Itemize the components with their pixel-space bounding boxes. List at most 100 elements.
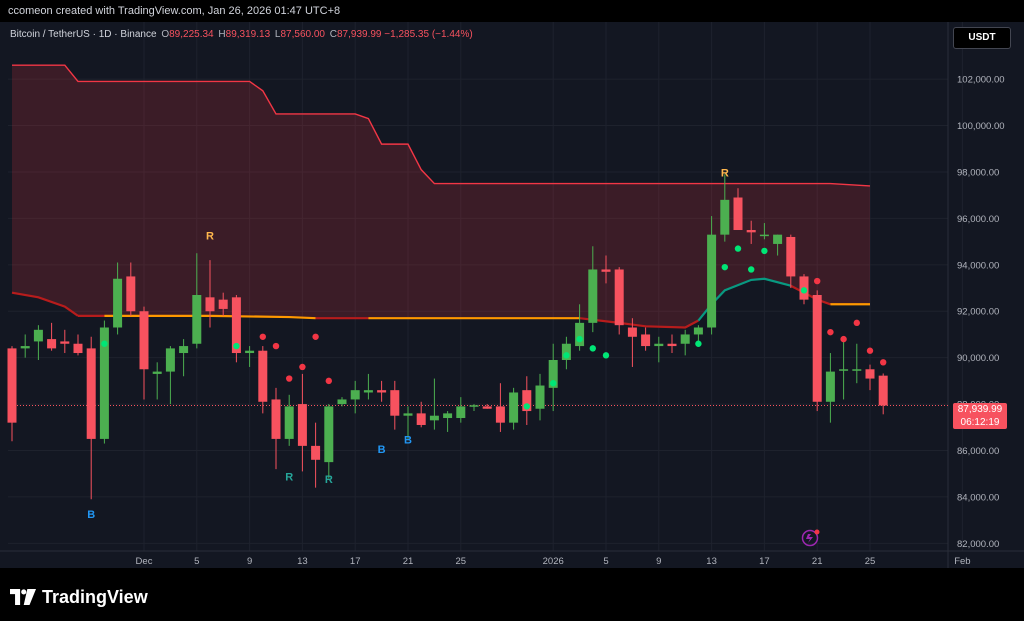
candle-body <box>561 343 571 360</box>
candle <box>495 383 505 432</box>
candle <box>113 262 123 335</box>
candle-body <box>733 197 743 231</box>
x-tick-label: 21 <box>812 556 823 567</box>
y-tick-label: 92,000.00 <box>957 307 999 318</box>
candle <box>337 397 347 407</box>
signal-dot <box>695 340 702 347</box>
signal-dot <box>853 319 860 327</box>
candle-body <box>641 334 651 347</box>
candle <box>469 404 479 412</box>
candle <box>126 262 136 316</box>
signal-dot <box>259 333 266 340</box>
signal-dot <box>272 342 280 350</box>
resistance-band <box>12 65 870 328</box>
price-axis-background <box>948 22 1024 568</box>
candle <box>627 318 637 367</box>
signal-dot <box>312 333 319 340</box>
candle-body <box>416 413 426 425</box>
candle <box>297 373 307 472</box>
candle-body <box>179 346 189 354</box>
candle-body <box>852 369 862 371</box>
candle-body <box>667 343 677 347</box>
currency-button[interactable]: USDT <box>953 27 1011 49</box>
x-tick-label: 17 <box>759 556 770 567</box>
candle-body <box>113 278 123 328</box>
candle-body <box>456 406 466 419</box>
candle <box>271 387 281 470</box>
candle <box>654 336 664 363</box>
candle <box>139 306 149 400</box>
candle <box>641 327 651 351</box>
candle <box>73 334 83 356</box>
candle <box>179 339 189 377</box>
candle <box>192 253 202 349</box>
y-tick-label: 82,000.00 <box>957 539 999 550</box>
signal-dot <box>761 247 768 255</box>
signal-dot <box>800 287 808 294</box>
high-label: H <box>218 29 226 40</box>
open-value: 89,225.34 <box>169 29 214 40</box>
candle <box>825 353 835 423</box>
candle-body <box>60 341 70 344</box>
candle-body <box>139 311 149 370</box>
candle-body <box>443 413 453 419</box>
candle <box>165 346 175 405</box>
candle <box>363 373 373 400</box>
candle <box>865 364 875 391</box>
candle <box>522 376 532 425</box>
y-tick-label: 102,000.00 <box>957 75 1005 86</box>
candle <box>601 255 611 284</box>
candle-body <box>403 413 413 416</box>
candle-body <box>786 236 796 277</box>
candle-body <box>548 359 558 388</box>
candle-body <box>47 339 57 349</box>
candle-body <box>614 269 624 326</box>
candle <box>350 380 360 414</box>
candle-body <box>311 445 321 460</box>
candle-body <box>20 346 30 349</box>
candle-body <box>654 343 664 347</box>
signal-label: B <box>404 435 412 447</box>
high-value: 89,319.13 <box>225 29 271 40</box>
candle-body <box>495 406 505 423</box>
signal-label: R <box>285 472 293 484</box>
y-tick-label: 98,000.00 <box>957 167 999 178</box>
chart-credit: ccomeon created with TradingView.com, Ja… <box>8 5 341 17</box>
symbol-legend[interactable]: Bitcoin / TetherUS · 1D · Binance O89,22… <box>10 29 473 40</box>
candle <box>258 346 268 414</box>
chart-area[interactable]: RRBBBRR82,000.0084,000.0086,000.0088,000… <box>0 22 1024 568</box>
candle-body <box>7 348 17 423</box>
candle-body <box>245 350 255 354</box>
candle-body <box>759 234 769 237</box>
candle <box>680 329 690 356</box>
candle <box>377 380 387 402</box>
candle <box>205 260 215 328</box>
candle <box>284 394 294 446</box>
tradingview-wordmark: TradingView <box>42 586 148 607</box>
signal-label: R <box>206 230 214 242</box>
candle-body <box>469 405 479 407</box>
x-tick-label: 25 <box>456 556 467 567</box>
change-value: −1,285.35 (−1.44%) <box>384 29 473 40</box>
candle <box>667 334 677 354</box>
candle <box>403 406 413 439</box>
trailing-stop-line <box>12 64 871 187</box>
tradingview-logo-icon <box>10 589 36 605</box>
open-label: O <box>161 29 170 40</box>
candle-body <box>377 390 387 393</box>
candle-body <box>284 406 294 439</box>
x-tick-label: Dec <box>136 556 153 567</box>
candle-body <box>588 269 598 323</box>
candle <box>86 336 96 500</box>
x-tick-label: 13 <box>706 556 717 567</box>
tradingview-logo[interactable]: TradingView <box>10 586 148 608</box>
candle-body <box>746 230 756 233</box>
price-chart[interactable]: RRBBBRR82,000.0084,000.0086,000.0088,000… <box>0 22 1024 568</box>
candle-body <box>390 390 400 416</box>
candle-body <box>73 343 83 354</box>
signal-dot <box>233 342 240 350</box>
signal-label: R <box>325 474 333 486</box>
chart-background <box>0 22 1024 568</box>
y-tick-label: 86,000.00 <box>957 446 999 457</box>
signal-dot <box>814 277 821 285</box>
